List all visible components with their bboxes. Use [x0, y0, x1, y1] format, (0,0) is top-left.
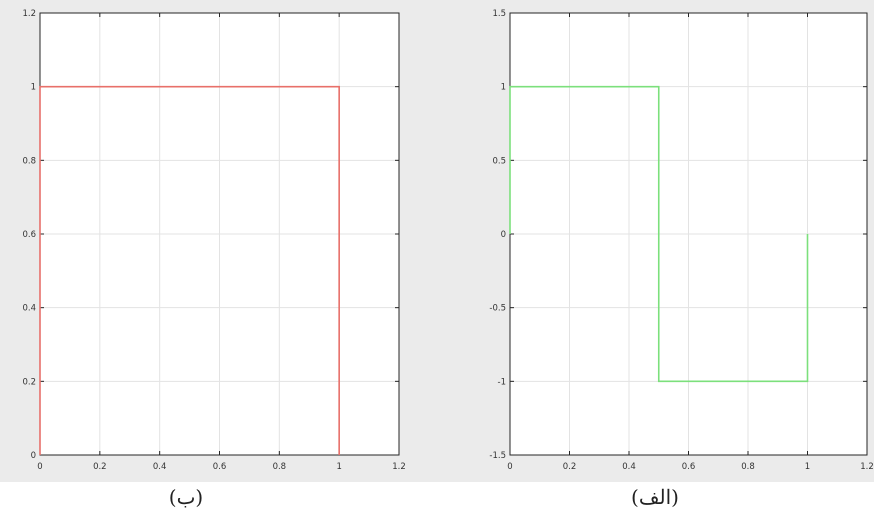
- xtick-label-b-4: 0.8: [273, 462, 287, 472]
- ytick-label-alef-6: 1.5: [492, 9, 506, 19]
- xtick-label-alef-6: 1.2: [860, 462, 874, 472]
- xtick-label-alef-0: 0: [507, 462, 512, 472]
- xtick-label-alef-4: 0.8: [741, 462, 755, 472]
- ytick-label-b-4: 0.8: [22, 156, 36, 166]
- ytick-label-b-6: 1.2: [22, 9, 36, 19]
- series-line-alef-0: [509, 85, 809, 383]
- xtick-label-b-3: 0.6: [213, 462, 227, 472]
- ytick-label-b-5: 1: [31, 83, 36, 93]
- xtick-label-b-0: 0: [37, 462, 42, 472]
- ytick-label-b-2: 0.4: [22, 304, 36, 314]
- xtick-label-alef-1: 0.2: [563, 462, 577, 472]
- xtick-label-b-5: 1: [336, 462, 341, 472]
- ytick-label-b-0: 0: [31, 451, 36, 461]
- ytick-label-alef-2: -0.5: [489, 304, 506, 314]
- caption-b: (ب): [168, 485, 204, 509]
- xtick-label-b-2: 0.4: [153, 462, 167, 472]
- ytick-label-alef-4: 0.5: [492, 156, 506, 166]
- ytick-label-b-1: 0.2: [22, 377, 36, 387]
- xtick-label-b-1: 0.2: [93, 462, 107, 472]
- xtick-label-alef-5: 1: [805, 462, 810, 472]
- ytick-label-b-3: 0.6: [22, 230, 36, 240]
- ytick-label-alef-3: 0: [501, 230, 506, 240]
- ytick-label-alef-5: 1: [501, 83, 506, 93]
- xtick-label-alef-3: 0.6: [682, 462, 696, 472]
- xtick-label-alef-2: 0.4: [622, 462, 636, 472]
- ytick-label-alef-1: -1: [498, 377, 506, 387]
- caption-alef: (الف): [631, 485, 679, 509]
- ytick-label-alef-0: -1.5: [489, 451, 506, 461]
- series-line-b-0: [39, 85, 340, 455]
- xtick-label-b-6: 1.2: [392, 462, 406, 472]
